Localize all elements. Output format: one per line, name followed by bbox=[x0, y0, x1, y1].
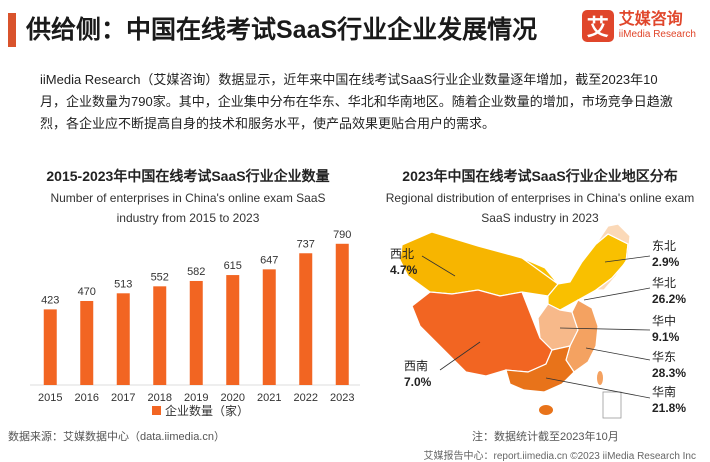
region-label-east: 华东 28.3% bbox=[652, 350, 686, 380]
x-tick-label-2022: 2022 bbox=[294, 392, 318, 404]
region-label-northwest: 西北 4.7% bbox=[390, 247, 418, 277]
leader-northeast bbox=[604, 255, 651, 263]
region-value-northeast: 2.9% bbox=[652, 255, 680, 269]
region-value-east: 28.3% bbox=[652, 366, 686, 380]
x-tick-label-2023: 2023 bbox=[330, 392, 354, 404]
leader-central bbox=[559, 327, 651, 331]
bar-2018 bbox=[153, 286, 167, 385]
map-chart-subtitle-line2: SaaS industry in 2023 bbox=[481, 211, 599, 225]
map-chart-subtitle: Regional distribution of enterprises in … bbox=[370, 188, 710, 228]
logo-en-text: iiMedia Research bbox=[618, 29, 696, 40]
region-name-east: 华东 bbox=[652, 350, 676, 364]
region-label-southwest: 西南 7.0% bbox=[404, 358, 432, 389]
bar-2021 bbox=[262, 269, 276, 385]
region-label-central: 华中 9.1% bbox=[652, 313, 680, 344]
bar-chart: 423 2015 470 2016 513 2017 552 2018 582 2019 615 20… bbox=[30, 229, 360, 404]
region-name-south: 华南 bbox=[652, 384, 676, 399]
region-name-northeast: 东北 bbox=[652, 239, 676, 253]
logo-icon: 艾 bbox=[581, 10, 614, 42]
bar-chart-subtitle-line2: industry from 2015 to 2023 bbox=[116, 211, 260, 225]
footer-report-text: 艾媒报告中心：report.iimedia.cn ©2023 iiMedia R… bbox=[423, 451, 696, 462]
data-source: 数据来源：艾媒数据中心（data.iimedia.cn） bbox=[8, 431, 225, 443]
bar-2017 bbox=[116, 293, 130, 385]
region-value-central: 9.1% bbox=[652, 330, 680, 344]
map-region-southwest bbox=[411, 289, 553, 377]
intro-paragraph: iiMedia Research（艾媒咨询）数据显示，近年来中国在线考试SaaS… bbox=[40, 72, 673, 131]
leader-east bbox=[585, 347, 651, 361]
region-name-north: 华北 bbox=[652, 276, 676, 290]
bar-chart-subtitle: Number of enterprises in China's online … bbox=[28, 188, 348, 228]
leader-north bbox=[583, 287, 651, 301]
region-name-southwest: 西南 bbox=[404, 358, 428, 373]
x-tick-label-2018: 2018 bbox=[148, 392, 172, 404]
leader-northwest bbox=[421, 255, 456, 277]
bar-value-label-2022: 737 bbox=[297, 238, 315, 250]
footer-bar: 艾媒报告中心：report.iimedia.cn ©2023 iiMedia R… bbox=[0, 444, 710, 462]
bar-value-label-2023: 790 bbox=[333, 229, 351, 241]
region-value-north: 26.2% bbox=[652, 292, 686, 306]
map-south-sea-inset bbox=[602, 391, 622, 419]
brand-logo: 艾 艾媒咨询 iiMedia Research bbox=[581, 10, 696, 42]
bar-2020 bbox=[226, 275, 240, 385]
region-label-south: 华南 21.8% bbox=[652, 384, 686, 415]
title-accent-bar bbox=[8, 13, 16, 47]
region-value-southwest: 7.0% bbox=[404, 375, 432, 389]
leader-south bbox=[545, 377, 651, 399]
bar-2019 bbox=[189, 280, 203, 385]
bar-value-label-2015: 423 bbox=[41, 294, 59, 306]
leader-southwest bbox=[439, 341, 481, 371]
bar-2022 bbox=[299, 253, 313, 385]
map-chart-subtitle-line1: Regional distribution of enterprises in … bbox=[385, 191, 695, 205]
data-note: 注：数据统计截至2023年10月 bbox=[472, 431, 619, 443]
bar-2015 bbox=[43, 309, 57, 385]
map-island-taiwan bbox=[597, 371, 603, 385]
bar-chart-title: 2015-2023年中国在线考试SaaS行业企业数量 bbox=[46, 168, 330, 184]
region-name-northwest: 西北 bbox=[390, 247, 414, 261]
region-value-south: 21.8% bbox=[652, 401, 686, 415]
map-chart-title: 2023年中国在线考试SaaS行业企业地区分布 bbox=[402, 168, 678, 184]
page-title: 供给侧：中国在线考试SaaS行业企业发展情况 bbox=[26, 16, 538, 44]
x-tick-label-2021: 2021 bbox=[257, 392, 281, 404]
bar-value-label-2019: 582 bbox=[187, 266, 205, 278]
map-region-east bbox=[565, 299, 599, 373]
x-tick-label-2016: 2016 bbox=[75, 392, 99, 404]
logo-cn-text: 艾媒咨询 bbox=[618, 11, 683, 28]
x-tick-label-2020: 2020 bbox=[221, 392, 245, 404]
bar-chart-legend: 企业数量（家） bbox=[152, 403, 249, 418]
bar-value-label-2020: 615 bbox=[224, 260, 242, 272]
bar-value-label-2017: 513 bbox=[114, 278, 132, 290]
bar-2023 bbox=[335, 243, 349, 385]
bar-chart-subtitle-line1: Number of enterprises in China's online … bbox=[50, 191, 326, 205]
bar-value-label-2021: 647 bbox=[260, 254, 278, 266]
legend-swatch bbox=[152, 406, 161, 415]
bar-2016 bbox=[80, 300, 94, 385]
map-region-northeast bbox=[594, 223, 631, 291]
legend-label: 企业数量（家） bbox=[165, 403, 249, 418]
region-label-northeast: 东北 2.9% bbox=[652, 239, 680, 269]
bar-value-label-2018: 552 bbox=[151, 271, 169, 283]
region-name-central: 华中 bbox=[652, 313, 676, 328]
x-tick-label-2015: 2015 bbox=[38, 392, 62, 404]
bar-value-label-2016: 470 bbox=[78, 286, 96, 298]
x-tick-label-2017: 2017 bbox=[111, 392, 135, 404]
region-label-north: 华北 26.2% bbox=[652, 276, 686, 306]
region-value-northwest: 4.7% bbox=[390, 263, 418, 277]
map-chart: 西北 4.7% 东北 2.9% 华北 26.2% 华中 9.1% 华东 28.3… bbox=[390, 223, 686, 419]
x-tick-label-2019: 2019 bbox=[184, 392, 208, 404]
map-island-hainan bbox=[539, 405, 553, 415]
